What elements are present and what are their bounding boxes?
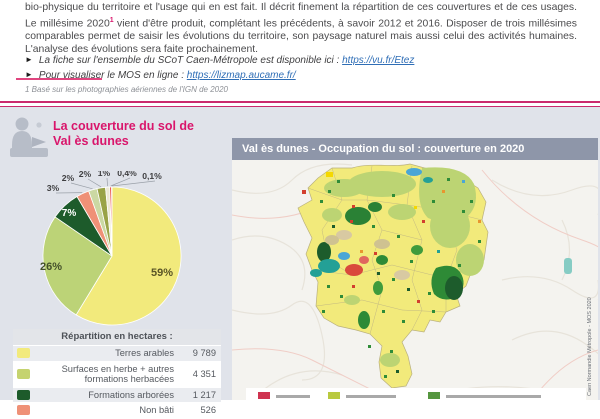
link-scot-fiche[interactable]: https://vu.fr/Etez — [342, 55, 414, 66]
pie-label: 2% — [79, 171, 92, 179]
pie-chart: 59%26%7%3%2%2%1%0,4%0,1% — [5, 171, 230, 331]
map-credit: Caen Normandie Métropole - MOS 2020 — [587, 297, 593, 396]
map-pond — [564, 258, 572, 274]
pie-label: 3% — [47, 183, 60, 193]
map-header: Val ès dunes - Occupation du sol : couve… — [232, 138, 598, 160]
bullet-list: ► La fiche sur l'ensemble du SCoT Caen-Mé… — [25, 55, 580, 85]
bullet-text-scot: La fiche sur l'ensemble du SCoT Caen-Mét… — [39, 55, 342, 66]
pie-label: 26% — [40, 261, 62, 273]
pie-label: 2% — [62, 173, 75, 183]
map-legend-strip — [246, 388, 586, 400]
bullet-item-mos: ►Pour visualiser le MOS en ligne : https… — [25, 70, 580, 81]
land-use-person-icon — [8, 115, 50, 161]
table-row: Surfaces en herbe + autres formations he… — [13, 362, 221, 388]
land-cover-map: Caen Normandie Métropole - MOS 2020 — [232, 160, 598, 400]
panel-title: La couverture du sol de Val ès dunes — [53, 119, 194, 149]
swatch-terres-arables — [17, 348, 30, 358]
bullet-item-scot: ► La fiche sur l'ensemble du SCoT Caen-Mé… — [25, 55, 580, 66]
row-label: Non bâti — [36, 405, 182, 416]
content-section: La couverture du sol de Val ès dunes 59%… — [0, 107, 600, 400]
footnote-text: 1 Basé sur les photographies aériennes d… — [25, 85, 228, 94]
table-row: Non bâti 526 — [13, 403, 221, 419]
pie-label: 59% — [151, 267, 173, 279]
pie-label: 7% — [62, 208, 77, 219]
legend-table: Répartition en hectares : Terres arables… — [13, 329, 221, 419]
pink-underline-decoration — [16, 78, 102, 80]
pie-label: 1% — [98, 171, 111, 178]
bullet-arrow-icon: ► — [25, 55, 33, 64]
row-label: Formations arborées — [36, 390, 182, 401]
swatch-non-bati — [17, 405, 30, 415]
pie-leader-line — [71, 183, 93, 189]
row-value: 9 789 — [182, 348, 216, 358]
map-panel: Val ès dunes - Occupation du sol : couve… — [232, 138, 598, 400]
row-label: Surfaces en herbe + autres formations he… — [36, 364, 182, 385]
swatch-surfaces-herbe — [17, 369, 30, 379]
pie-label: 0,4% — [117, 171, 137, 178]
row-value: 526 — [182, 405, 216, 415]
pie-leader-line — [88, 179, 101, 187]
row-value: 4 351 — [182, 369, 216, 379]
pie-leader-line — [112, 181, 155, 186]
panel-title-line1: La couverture du sol de — [53, 119, 194, 134]
map-body: Caen Normandie Métropole - MOS 2020 — [232, 160, 598, 400]
intro-paragraph: bio-physique du territoire et l'usage qu… — [25, 1, 577, 56]
table-row: Terres arables 9 789 — [13, 346, 221, 362]
link-mos-online[interactable]: https://lizmap.aucame.fr/ — [187, 70, 296, 81]
pie-label: 0,1% — [142, 171, 162, 181]
table-row: Formations arborées 1 217 — [13, 388, 221, 404]
pie-leader-line — [107, 178, 108, 186]
swatch-formations-arborees — [17, 390, 30, 400]
row-value: 1 217 — [182, 390, 216, 400]
legend-table-header: Répartition en hectares : — [13, 329, 221, 346]
panel-title-line2: Val ès dunes — [53, 134, 194, 149]
row-label: Terres arables — [36, 348, 182, 359]
